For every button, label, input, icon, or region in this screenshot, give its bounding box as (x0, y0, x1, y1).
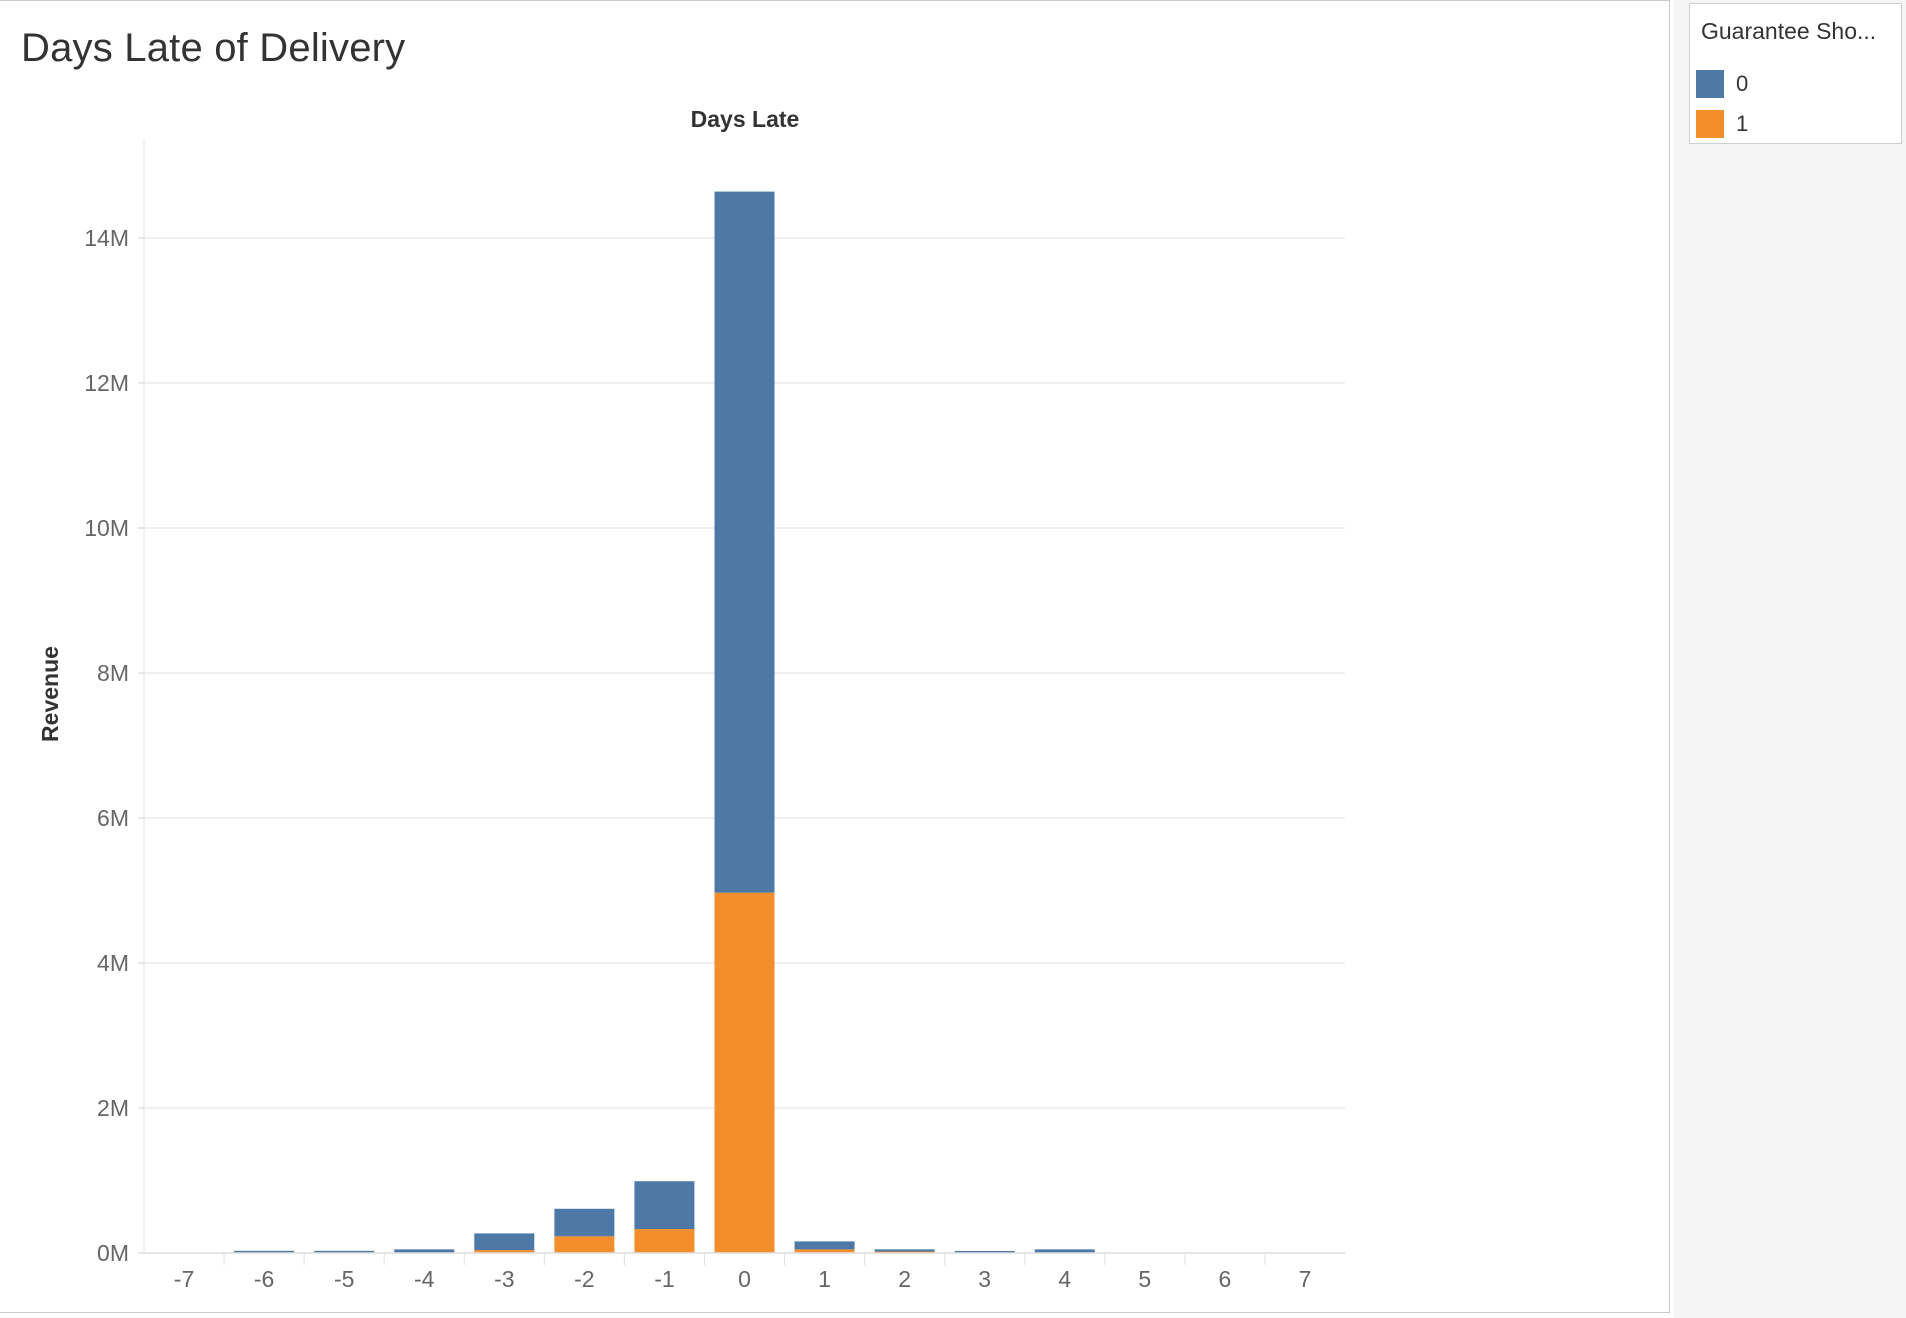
bar-segment-0-series-1[interactable] (714, 892, 775, 1253)
legend-title: Guarantee Sho... (1701, 18, 1877, 44)
color-legend[interactable]: Guarantee Sho... 0 1 (1689, 3, 1902, 144)
x-tick-label: 0 (738, 1266, 751, 1292)
x-tick-label: -2 (574, 1266, 594, 1292)
y-tick-label: 10M (84, 515, 129, 541)
bar-chart: 0M 2M 4M 6M 8M 10M 12M 14M -7 -6 -5 -4 -3 -2 -1 0 1 2 3 4 5… (37, 106, 1345, 1292)
y-tick-label: 2M (97, 1095, 129, 1121)
y-tick-label: 6M (97, 805, 129, 831)
bar-segment-2-series-1[interactable] (874, 1251, 935, 1253)
legend-swatch-1 (1696, 110, 1724, 138)
x-tick-label: 4 (1058, 1266, 1071, 1292)
y-tick-label: 4M (97, 950, 129, 976)
bar-segment--6-series-0[interactable] (234, 1250, 295, 1253)
legend-item-1[interactable]: 1 (1696, 110, 1748, 138)
y-tick-label: 0M (97, 1240, 129, 1266)
x-tick-label: 3 (978, 1266, 991, 1292)
bar-segment--3-series-1[interactable] (474, 1250, 535, 1253)
chart-frame (0, 0, 1670, 1313)
x-tick-label: -7 (174, 1266, 194, 1292)
y-tick-label: 12M (84, 370, 129, 396)
bar-segment--5-series-0[interactable] (314, 1250, 375, 1253)
x-tick-label: 2 (898, 1266, 911, 1292)
x-tick-label: -4 (414, 1266, 435, 1292)
legend-label-0: 0 (1736, 71, 1749, 96)
x-tick-label: -1 (654, 1266, 674, 1292)
x-tick-label: -6 (254, 1266, 274, 1292)
x-tick-label: 1 (818, 1266, 831, 1292)
x-tick-label: 6 (1219, 1266, 1232, 1292)
y-axis-ticks: 0M 2M 4M 6M 8M 10M 12M 14M (84, 225, 129, 1266)
bar-segment-4-series-0[interactable] (1034, 1249, 1095, 1253)
x-tick-label: 7 (1299, 1266, 1312, 1292)
bar-segment--1-series-1[interactable] (634, 1229, 695, 1253)
x-tick-label: -3 (494, 1266, 514, 1292)
bar-segment--2-series-0[interactable] (554, 1208, 615, 1237)
bar-segment-3-series-0[interactable] (954, 1251, 1015, 1253)
bars (234, 191, 1095, 1253)
x-tick-label: 5 (1138, 1266, 1151, 1292)
bar-segment--3-series-0[interactable] (474, 1233, 535, 1251)
x-axis-ticks: -7 -6 -5 -4 -3 -2 -1 0 1 2 3 4 5 6 7 (144, 1252, 1345, 1292)
bar-segment-2-series-0[interactable] (874, 1249, 935, 1252)
bar-segment-1-series-1[interactable] (794, 1249, 855, 1253)
bar-segment--1-series-0[interactable] (634, 1181, 695, 1230)
x-tick-label: -5 (334, 1266, 354, 1292)
bar-segment-1-series-0[interactable] (794, 1241, 855, 1250)
legend-panel (1674, 0, 1906, 1318)
sheet-title: Days Late of Delivery (21, 26, 406, 70)
x-axis-label: Days Late (691, 106, 800, 132)
y-axis-label: Revenue (37, 646, 63, 742)
legend-item-0[interactable]: 0 (1696, 70, 1748, 98)
legend-label-1: 1 (1736, 111, 1749, 136)
bar-segment--2-series-1[interactable] (554, 1236, 615, 1253)
y-tick-label: 14M (84, 225, 129, 251)
y-tick-label: 8M (97, 660, 129, 686)
bar-segment-0-series-0[interactable] (714, 191, 775, 893)
bar-segment--4-series-0[interactable] (394, 1249, 455, 1253)
legend-swatch-0 (1696, 70, 1724, 98)
